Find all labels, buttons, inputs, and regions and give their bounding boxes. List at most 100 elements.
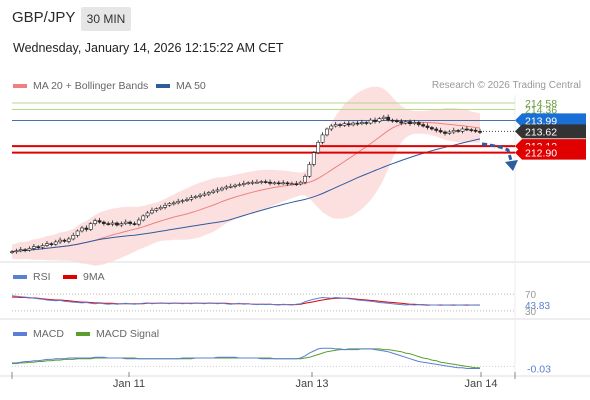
candle [45, 243, 49, 246]
legend-rsi-swatch [13, 275, 27, 279]
candle [185, 199, 189, 201]
candle [176, 201, 181, 204]
timeframe-button[interactable]: 30 MIN [81, 7, 131, 31]
candle [464, 128, 469, 131]
candle [438, 130, 443, 133]
candle [303, 175, 307, 183]
candle [298, 181, 303, 185]
legend-9ma: 9MA [63, 271, 105, 283]
candle [66, 238, 71, 242]
legend-macd: MACD [13, 328, 64, 340]
candle [110, 222, 115, 225]
candle [27, 248, 32, 251]
candle [307, 164, 312, 177]
candle [115, 222, 119, 226]
last-price-label: 213.62 [525, 126, 557, 138]
candle [211, 190, 216, 193]
ma50-line [11, 138, 481, 253]
candle [58, 239, 63, 243]
candle [233, 184, 237, 187]
candle [460, 128, 465, 132]
pivot-tag [515, 113, 586, 128]
candle [381, 116, 386, 119]
candle [469, 129, 474, 131]
candle [97, 220, 102, 223]
candle [49, 243, 54, 245]
candle [386, 116, 391, 121]
legend-ma20: MA 20 + Bollinger Bands [13, 80, 148, 92]
candle [425, 125, 430, 128]
candle [276, 182, 281, 185]
candle [241, 183, 246, 185]
candle [75, 230, 80, 236]
candle [141, 215, 146, 221]
candle [272, 182, 277, 185]
candle [316, 141, 321, 153]
candle [346, 123, 351, 126]
candle [338, 124, 342, 126]
candle [373, 119, 377, 122]
candle [23, 249, 28, 251]
candle [71, 235, 76, 240]
time-tick-label: Jan 14 [464, 378, 497, 390]
rsi-level-label: 43.83 [525, 301, 550, 312]
candle [215, 189, 220, 192]
candle [250, 181, 255, 184]
candle [255, 181, 259, 184]
candle [421, 124, 426, 127]
forecast-arrow-head [505, 160, 518, 171]
candle [202, 193, 207, 196]
candle [473, 129, 478, 132]
candle [224, 186, 229, 189]
time-tick-label: Jan 11 [113, 378, 145, 390]
candle [180, 200, 185, 202]
support-tag [515, 145, 586, 160]
candle [136, 219, 141, 225]
candle [451, 130, 456, 133]
legend-macd-signal-label: MACD Signal [96, 328, 160, 340]
copyright-label: Research © 2026 Trading Central [431, 80, 581, 91]
candle [368, 119, 373, 124]
candle [281, 182, 286, 185]
rsi-level-label: 70 [525, 290, 537, 301]
candle [106, 223, 111, 225]
candle [132, 223, 137, 225]
candle [145, 212, 150, 217]
candle [263, 181, 268, 183]
candle [10, 251, 14, 253]
candle [84, 227, 89, 230]
candle [377, 118, 382, 122]
candle [311, 152, 316, 165]
candle [394, 120, 399, 123]
candle [80, 227, 84, 232]
candle [329, 125, 334, 130]
bollinger-band [12, 86, 480, 266]
candle [101, 221, 106, 224]
legend-macd-signal: MACD Signal [76, 328, 159, 340]
datetime-label: Wednesday, January 14, 2026 12:15:22 AM … [13, 41, 284, 55]
candle [154, 208, 159, 211]
candle [403, 121, 408, 124]
candle [412, 122, 417, 124]
candle [443, 131, 447, 134]
candle [88, 223, 93, 230]
candle [167, 203, 172, 206]
candle [206, 192, 211, 195]
candle [456, 130, 461, 132]
candle [320, 134, 325, 143]
symbol-title: GBP/JPY [12, 9, 76, 26]
macd-line [12, 347, 480, 369]
candle [220, 187, 224, 191]
candle [290, 183, 294, 185]
candle [447, 131, 452, 134]
candle [294, 183, 299, 185]
candle [416, 122, 421, 125]
forecast-arrow [481, 142, 514, 165]
legend-rsi-label: RSI [33, 271, 51, 283]
candle [237, 184, 242, 186]
candle [355, 122, 360, 125]
candle [478, 131, 482, 133]
legend-ma20-swatch [13, 84, 27, 88]
candle [342, 123, 347, 126]
